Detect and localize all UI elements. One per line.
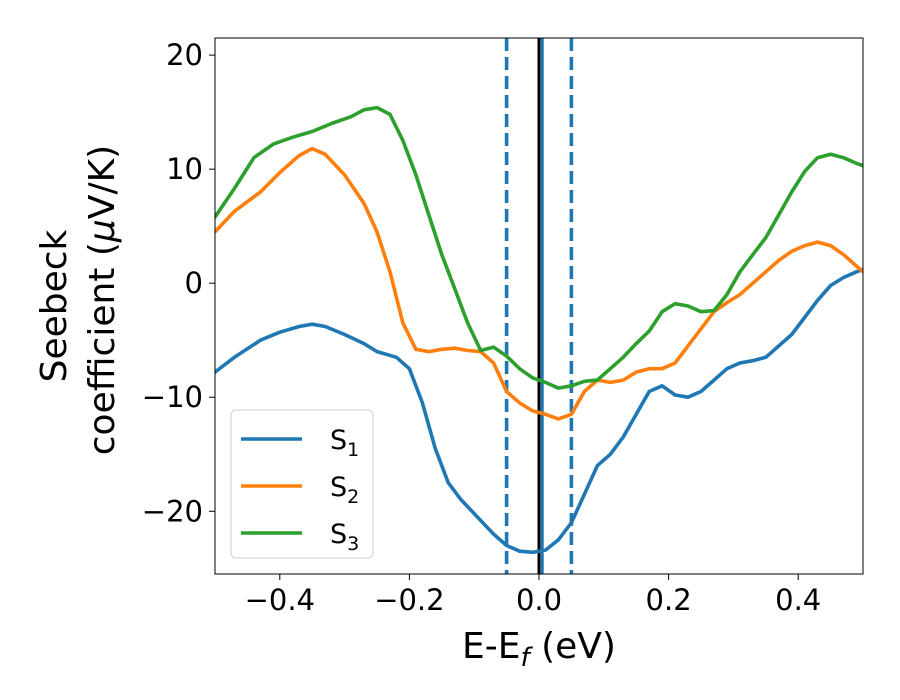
- legend-label-s3: S3: [330, 519, 359, 555]
- x-tick-label: 0.0: [516, 583, 562, 617]
- legend-label-s2: S2: [330, 472, 359, 508]
- series-line-s1: [215, 267, 863, 555]
- plot-area: [215, 38, 863, 574]
- series-line-s3: [215, 105, 863, 390]
- y-axis-label-line2: coefficient (μV/K): [82, 145, 123, 455]
- x-axis-ticks: −0.4 −0.2 0.0 0.2 0.4: [245, 574, 821, 617]
- x-tick-label: 0.2: [646, 583, 692, 617]
- reference-lines: [504, 38, 574, 574]
- series-lines: [215, 105, 863, 555]
- y-tick-label: 0: [185, 266, 203, 300]
- y-axis-label: Seebeck coefficient (μV/K): [34, 145, 123, 455]
- x-tick-label: −0.2: [374, 583, 444, 617]
- y-tick-label: −20: [142, 494, 203, 528]
- legend: S1 S2 S3: [230, 409, 374, 559]
- legend-label-s1: S1: [330, 425, 359, 461]
- y-tick-label: 10: [166, 152, 203, 186]
- series-line-s2: [215, 146, 863, 421]
- y-tick-label: 20: [166, 38, 203, 72]
- x-tick-label: 0.4: [775, 583, 821, 617]
- y-axis-ticks: 20 10 0 −10 −20: [142, 38, 215, 528]
- x-axis-label: E-Ef (eV): [462, 626, 616, 673]
- x-tick-label: −0.4: [245, 583, 315, 617]
- y-axis-label-line1: Seebeck: [34, 229, 75, 382]
- legend-frame: [230, 409, 374, 559]
- y-tick-label: −10: [142, 380, 203, 414]
